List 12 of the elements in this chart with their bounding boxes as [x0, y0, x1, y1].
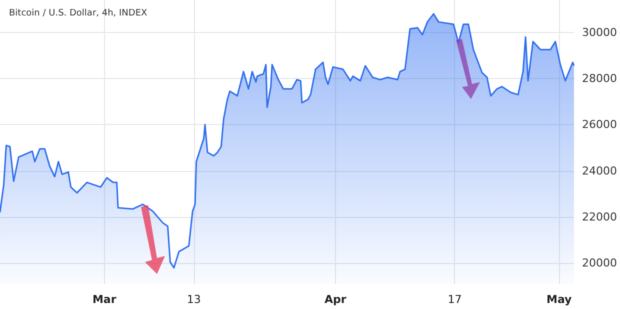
y-tick-label: 26000 — [582, 118, 617, 132]
y-tick-label: 30000 — [582, 26, 617, 39]
y-tick-label: 28000 — [582, 72, 617, 86]
x-tick-label: 13 — [186, 293, 201, 306]
y-tick-label: 20000 — [582, 256, 617, 270]
y-tick-label: 22000 — [582, 210, 617, 224]
y-tick-label: 24000 — [582, 164, 617, 178]
x-tick-label: May — [546, 293, 572, 306]
x-tick-label: Apr — [324, 293, 347, 306]
x-tick-label: 17 — [448, 293, 462, 306]
text: Bitcoin / U.S. Dollar, 4h, INDEX — [9, 8, 148, 18]
x-tick-label: Mar — [92, 293, 117, 306]
